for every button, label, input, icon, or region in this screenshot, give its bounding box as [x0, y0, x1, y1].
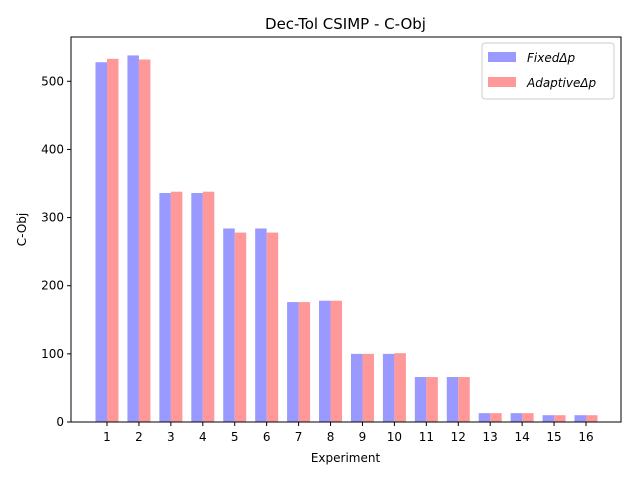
x-tick-label: 5: [231, 430, 239, 444]
bar-adaptive-6: [266, 232, 279, 422]
bar-adaptive-9: [362, 353, 374, 422]
x-tick-label: 13: [483, 430, 498, 444]
legend-label-adaptive: AdaptiveΔp: [526, 76, 597, 90]
bar-fixed-3: [159, 193, 171, 422]
bar-fixed-4: [191, 193, 203, 422]
x-axis-label: Experiment: [311, 451, 381, 465]
bar-adaptive-2: [138, 59, 151, 423]
bars-layer: [95, 55, 598, 423]
y-tick-label: 500: [41, 74, 64, 88]
bar-fixed-12: [446, 377, 459, 422]
bar-adaptive-11: [426, 377, 438, 422]
bar-adaptive-14: [522, 413, 534, 422]
legend-label-fixed: FixedΔp: [527, 51, 576, 65]
legend: FixedΔp AdaptiveΔp: [481, 42, 615, 100]
bar-fixed-6: [255, 228, 267, 422]
bar-adaptive-1: [107, 58, 119, 423]
bar-fixed-13: [478, 413, 491, 422]
x-tick-label: 4: [199, 430, 207, 444]
bar-adaptive-5: [234, 232, 247, 422]
bar-fixed-16: [574, 415, 586, 422]
bar-adaptive-8: [330, 300, 343, 422]
bar-adaptive-13: [490, 413, 502, 422]
bar-fixed-11: [414, 377, 427, 422]
x-tick-label: 14: [514, 430, 529, 444]
bar-adaptive-7: [298, 302, 311, 422]
y-tick-label: 400: [41, 142, 64, 156]
x-tick-label: 9: [359, 430, 367, 444]
x-tick-label: 16: [578, 430, 593, 444]
x-tick-label: 1: [103, 430, 111, 444]
y-tick-label: 300: [41, 211, 64, 225]
legend-swatch-fixed: [488, 52, 516, 62]
bar-adaptive-3: [170, 191, 183, 422]
x-axis: 1 2 3 4 5 6 7 8 9 10 11 12 13 14 15 16: [103, 422, 594, 444]
x-tick-label: 10: [387, 430, 402, 444]
bar-adaptive-16: [586, 415, 598, 422]
y-tick-label: 100: [41, 347, 64, 361]
y-axis-label: C-Obj: [15, 213, 29, 246]
chart-title: Dec-Tol CSIMP - C-Obj: [265, 15, 426, 33]
bar-fixed-7: [287, 302, 299, 422]
bar-fixed-5: [223, 228, 235, 422]
x-tick-label: 3: [167, 430, 175, 444]
bar-fixed-14: [510, 413, 523, 422]
x-tick-label: 6: [263, 430, 271, 444]
bar-adaptive-12: [458, 377, 470, 422]
x-tick-label: 12: [451, 430, 466, 444]
bar-fixed-9: [350, 353, 363, 422]
legend-swatch-adaptive: [488, 77, 516, 87]
bar-fixed-2: [127, 55, 139, 423]
y-tick-label: 200: [41, 279, 64, 293]
x-tick-label: 7: [295, 430, 303, 444]
x-tick-label: 8: [327, 430, 335, 444]
bar-adaptive-15: [554, 415, 566, 422]
bar-adaptive-4: [202, 191, 215, 422]
x-tick-label: 2: [135, 430, 143, 444]
bar-fixed-15: [542, 415, 555, 422]
bar-fixed-1: [95, 62, 107, 423]
bar-fixed-8: [319, 300, 331, 422]
x-tick-label: 15: [546, 430, 561, 444]
y-tick-label: 0: [56, 415, 64, 429]
bar-adaptive-10: [394, 353, 406, 422]
plot-frame: [70, 36, 622, 423]
bar-fixed-10: [382, 353, 395, 422]
y-axis: 0 100 200 300 400 500: [41, 74, 71, 429]
x-tick-label: 11: [419, 430, 434, 444]
